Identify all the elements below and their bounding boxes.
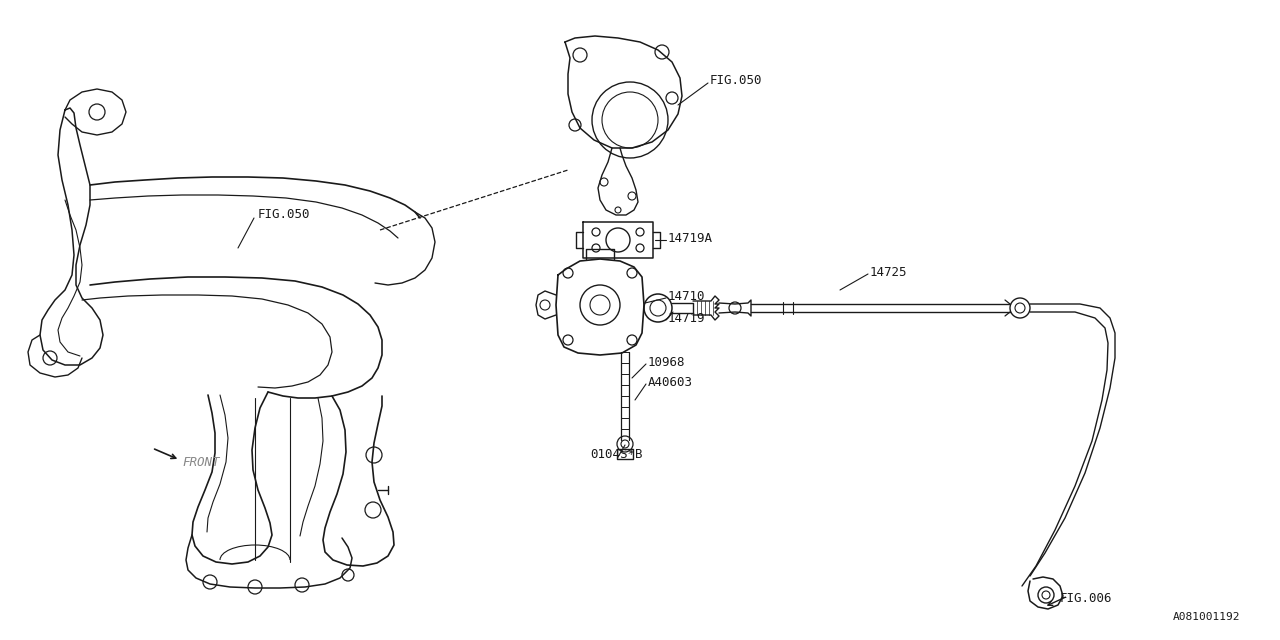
Text: 14725: 14725 <box>870 266 908 278</box>
Text: FIG.050: FIG.050 <box>259 209 311 221</box>
Text: 14719: 14719 <box>668 312 705 324</box>
Text: FIG.050: FIG.050 <box>710 74 763 86</box>
Text: A081001192: A081001192 <box>1172 612 1240 622</box>
Text: 14719A: 14719A <box>668 232 713 244</box>
Text: A40603: A40603 <box>648 376 692 388</box>
Text: 10968: 10968 <box>648 355 686 369</box>
Text: FIG.006: FIG.006 <box>1060 591 1112 605</box>
Text: FRONT: FRONT <box>182 456 219 468</box>
Text: 14710: 14710 <box>668 289 705 303</box>
Text: 0104S*B: 0104S*B <box>590 449 643 461</box>
